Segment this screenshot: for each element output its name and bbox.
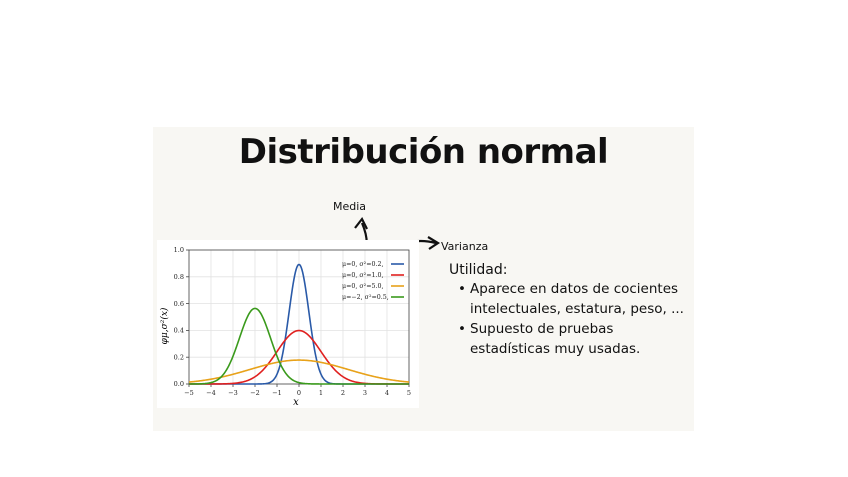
series-line: [188, 359, 410, 383]
x-tick-label: 2: [341, 389, 345, 397]
legend-label: μ=0, σ²=1.0,: [342, 272, 384, 279]
x-tick-label: −3: [228, 389, 238, 397]
series-line: [189, 307, 409, 385]
x-tick-label: 4: [385, 389, 389, 397]
y-tick-label: 0.4: [174, 327, 184, 335]
varianza-label: Varianza: [441, 240, 489, 253]
x-tick-label: 3: [363, 389, 367, 397]
y-axis-label: φμ,σ²(x): [159, 307, 170, 344]
media-label: Media: [333, 200, 367, 213]
x-tick-label: −5: [184, 389, 194, 397]
chart-axes: −5 −4 −3 −2 −1 0 1 2 3 4 5 0.0 0.2 0.4 0.6 0.8 1.0: [174, 246, 411, 397]
y-tick-label: 0.6: [174, 300, 184, 308]
x-tick-label: 0: [297, 389, 301, 397]
legend-label: μ=−2, σ²=0.5,: [342, 294, 389, 301]
x-tick-label: 1: [319, 389, 323, 397]
chart-legend: μ=0, σ²=0.2, μ=0, σ²=1.0, μ=0, σ²=5.0, μ=−2…: [342, 261, 404, 301]
media-arrowhead: [354, 216, 368, 230]
slide-title: Distribución normal: [238, 132, 609, 172]
y-tick-label: 0.8: [174, 273, 184, 281]
utility-list: Aparece en datos de cocientes intelectua…: [458, 279, 688, 359]
x-tick-label: −1: [272, 389, 282, 397]
y-tick-label: 0.0: [174, 380, 184, 388]
x-axis-label: x: [293, 397, 299, 408]
normal-distribution-chart: −5 −4 −3 −2 −1 0 1 2 3 4 5 0.0 0.2 0.4 0.6 0.8 1.0 μ=0, …: [157, 240, 419, 408]
y-tick-label: 0.2: [174, 353, 184, 361]
varianza-arrowhead: [427, 236, 441, 250]
utility-bullet: Supuesto de pruebas estadísticas muy usa…: [458, 319, 688, 359]
chart-curves: [188, 263, 410, 385]
legend-label: μ=0, σ²=0.2,: [342, 261, 384, 268]
x-tick-label: −2: [250, 389, 260, 397]
x-tick-label: 5: [407, 389, 411, 397]
legend-label: μ=0, σ²=5.0,: [342, 283, 384, 290]
utility-title: Utilidad:: [449, 262, 508, 278]
x-tick-label: −4: [206, 389, 216, 397]
utility-bullet: Aparece en datos de cocientes intelectua…: [458, 279, 688, 319]
y-tick-label: 1.0: [174, 246, 184, 254]
